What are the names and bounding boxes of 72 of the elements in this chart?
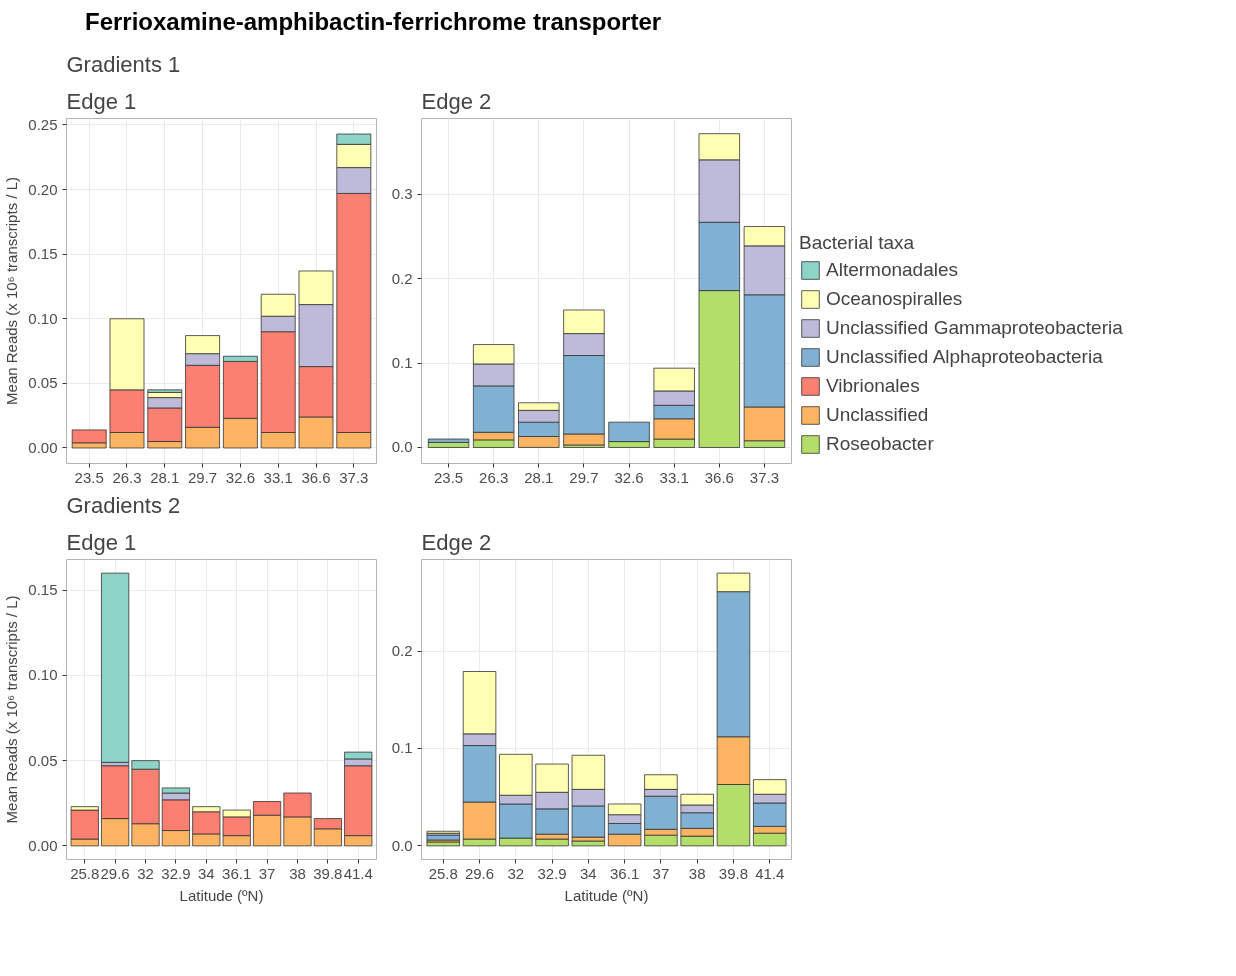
x-tick-label: 39.8 bbox=[313, 864, 343, 882]
x-tick-label: 37.3 bbox=[339, 468, 369, 486]
x-tick-label: 37.3 bbox=[749, 468, 780, 486]
chart-subtitle: Edge 1 bbox=[66, 88, 137, 114]
chart-title: Gradients 2 bbox=[66, 492, 181, 518]
x-tick-label: 26.3 bbox=[479, 468, 509, 486]
legend-title: Bacterial taxa bbox=[799, 232, 916, 255]
chart-subtitle: Edge 1 bbox=[66, 529, 137, 555]
x-tick-label: 32.9 bbox=[161, 864, 191, 882]
x-tick-label: 28.1 bbox=[150, 468, 180, 486]
y-tick-label: 0.15 bbox=[28, 581, 58, 599]
x-tick-label: 36.6 bbox=[704, 468, 734, 486]
x-tick-label: 37 bbox=[258, 864, 276, 882]
legend-label: Unclassified Gammaproteobacteria bbox=[826, 317, 1123, 340]
x-tick-label: 36.1 bbox=[610, 864, 640, 882]
chart-title: Gradients 1 bbox=[66, 51, 181, 77]
x-tick-label: 32.9 bbox=[537, 864, 567, 882]
x-tick-label: 32.6 bbox=[614, 468, 644, 486]
y-tick-label: 0.20 bbox=[28, 180, 58, 198]
x-axis-title: Latitude (ºN) bbox=[564, 886, 649, 904]
y-tick-label: 0.10 bbox=[28, 310, 58, 328]
y-tick-label: 0.00 bbox=[28, 439, 58, 457]
legend-label: Altermonadales bbox=[826, 259, 959, 282]
y-axis-title: Mean Reads (x 10⁶ transcripts / L) bbox=[3, 177, 21, 406]
x-tick-label: 32 bbox=[507, 864, 525, 882]
chart-title: Edge 2 bbox=[421, 88, 492, 114]
x-tick-label: 36.1 bbox=[222, 864, 252, 882]
x-tick-label: 33.1 bbox=[659, 468, 689, 486]
x-tick-label: 37 bbox=[652, 864, 670, 882]
x-tick-label: 26.3 bbox=[112, 468, 142, 486]
x-tick-label: 34 bbox=[197, 864, 215, 882]
x-tick-label: 34 bbox=[580, 864, 597, 882]
x-tick-label: 29.6 bbox=[100, 864, 130, 882]
x-tick-label: 25.8 bbox=[428, 864, 458, 882]
x-axis-title: Latitude (ºN) bbox=[179, 886, 264, 904]
y-tick-label: 0.05 bbox=[28, 751, 58, 769]
y-tick-label: 0.0 bbox=[391, 837, 413, 855]
x-tick-label: 41.4 bbox=[755, 864, 785, 882]
chart-title: Edge 2 bbox=[421, 529, 492, 555]
y-axis-title: Mean Reads (x 10⁶ transcripts / L) bbox=[3, 595, 21, 824]
legend-label: Unclassified bbox=[826, 404, 929, 427]
x-tick-label: 38 bbox=[688, 864, 706, 882]
y-tick-label: 0.1 bbox=[391, 354, 413, 372]
x-tick-label: 28.1 bbox=[524, 468, 554, 486]
x-tick-label: 39.8 bbox=[718, 864, 749, 882]
y-tick-label: 0.10 bbox=[28, 666, 58, 684]
x-tick-label: 32.6 bbox=[225, 468, 256, 486]
y-tick-label: 0.2 bbox=[391, 270, 413, 288]
x-tick-label: 29.7 bbox=[188, 468, 218, 486]
x-tick-label: 25.8 bbox=[70, 864, 100, 882]
x-tick-label: 23.5 bbox=[433, 468, 464, 486]
legend-label: Vibrionales bbox=[826, 375, 920, 398]
x-tick-label: 29.7 bbox=[569, 468, 599, 486]
y-tick-label: 0.15 bbox=[28, 245, 58, 263]
y-tick-label: 0.00 bbox=[28, 837, 58, 855]
x-tick-label: 29.6 bbox=[464, 864, 495, 882]
x-tick-label: 33.1 bbox=[263, 468, 293, 486]
legend-label: Roseobacter bbox=[826, 433, 934, 456]
text: Ferrioxamine-amphibactin-ferrichrome transporter bbox=[85, 7, 662, 37]
y-tick-label: 0.25 bbox=[28, 116, 58, 134]
x-tick-label: 23.5 bbox=[74, 468, 104, 486]
x-tick-label: 38 bbox=[289, 864, 306, 882]
y-tick-label: 0.3 bbox=[391, 185, 413, 203]
legend-label: Unclassified Alphaproteobacteria bbox=[826, 346, 1103, 369]
y-tick-label: 0.05 bbox=[28, 374, 58, 392]
y-tick-label: 0.1 bbox=[391, 739, 413, 757]
legend-label: Oceanospiralles bbox=[826, 288, 963, 311]
x-tick-label: 32 bbox=[137, 864, 154, 882]
y-tick-label: 0.2 bbox=[391, 642, 413, 660]
x-tick-label: 36.6 bbox=[301, 468, 331, 486]
y-tick-label: 0.0 bbox=[391, 438, 413, 456]
x-tick-label: 41.4 bbox=[343, 864, 373, 882]
